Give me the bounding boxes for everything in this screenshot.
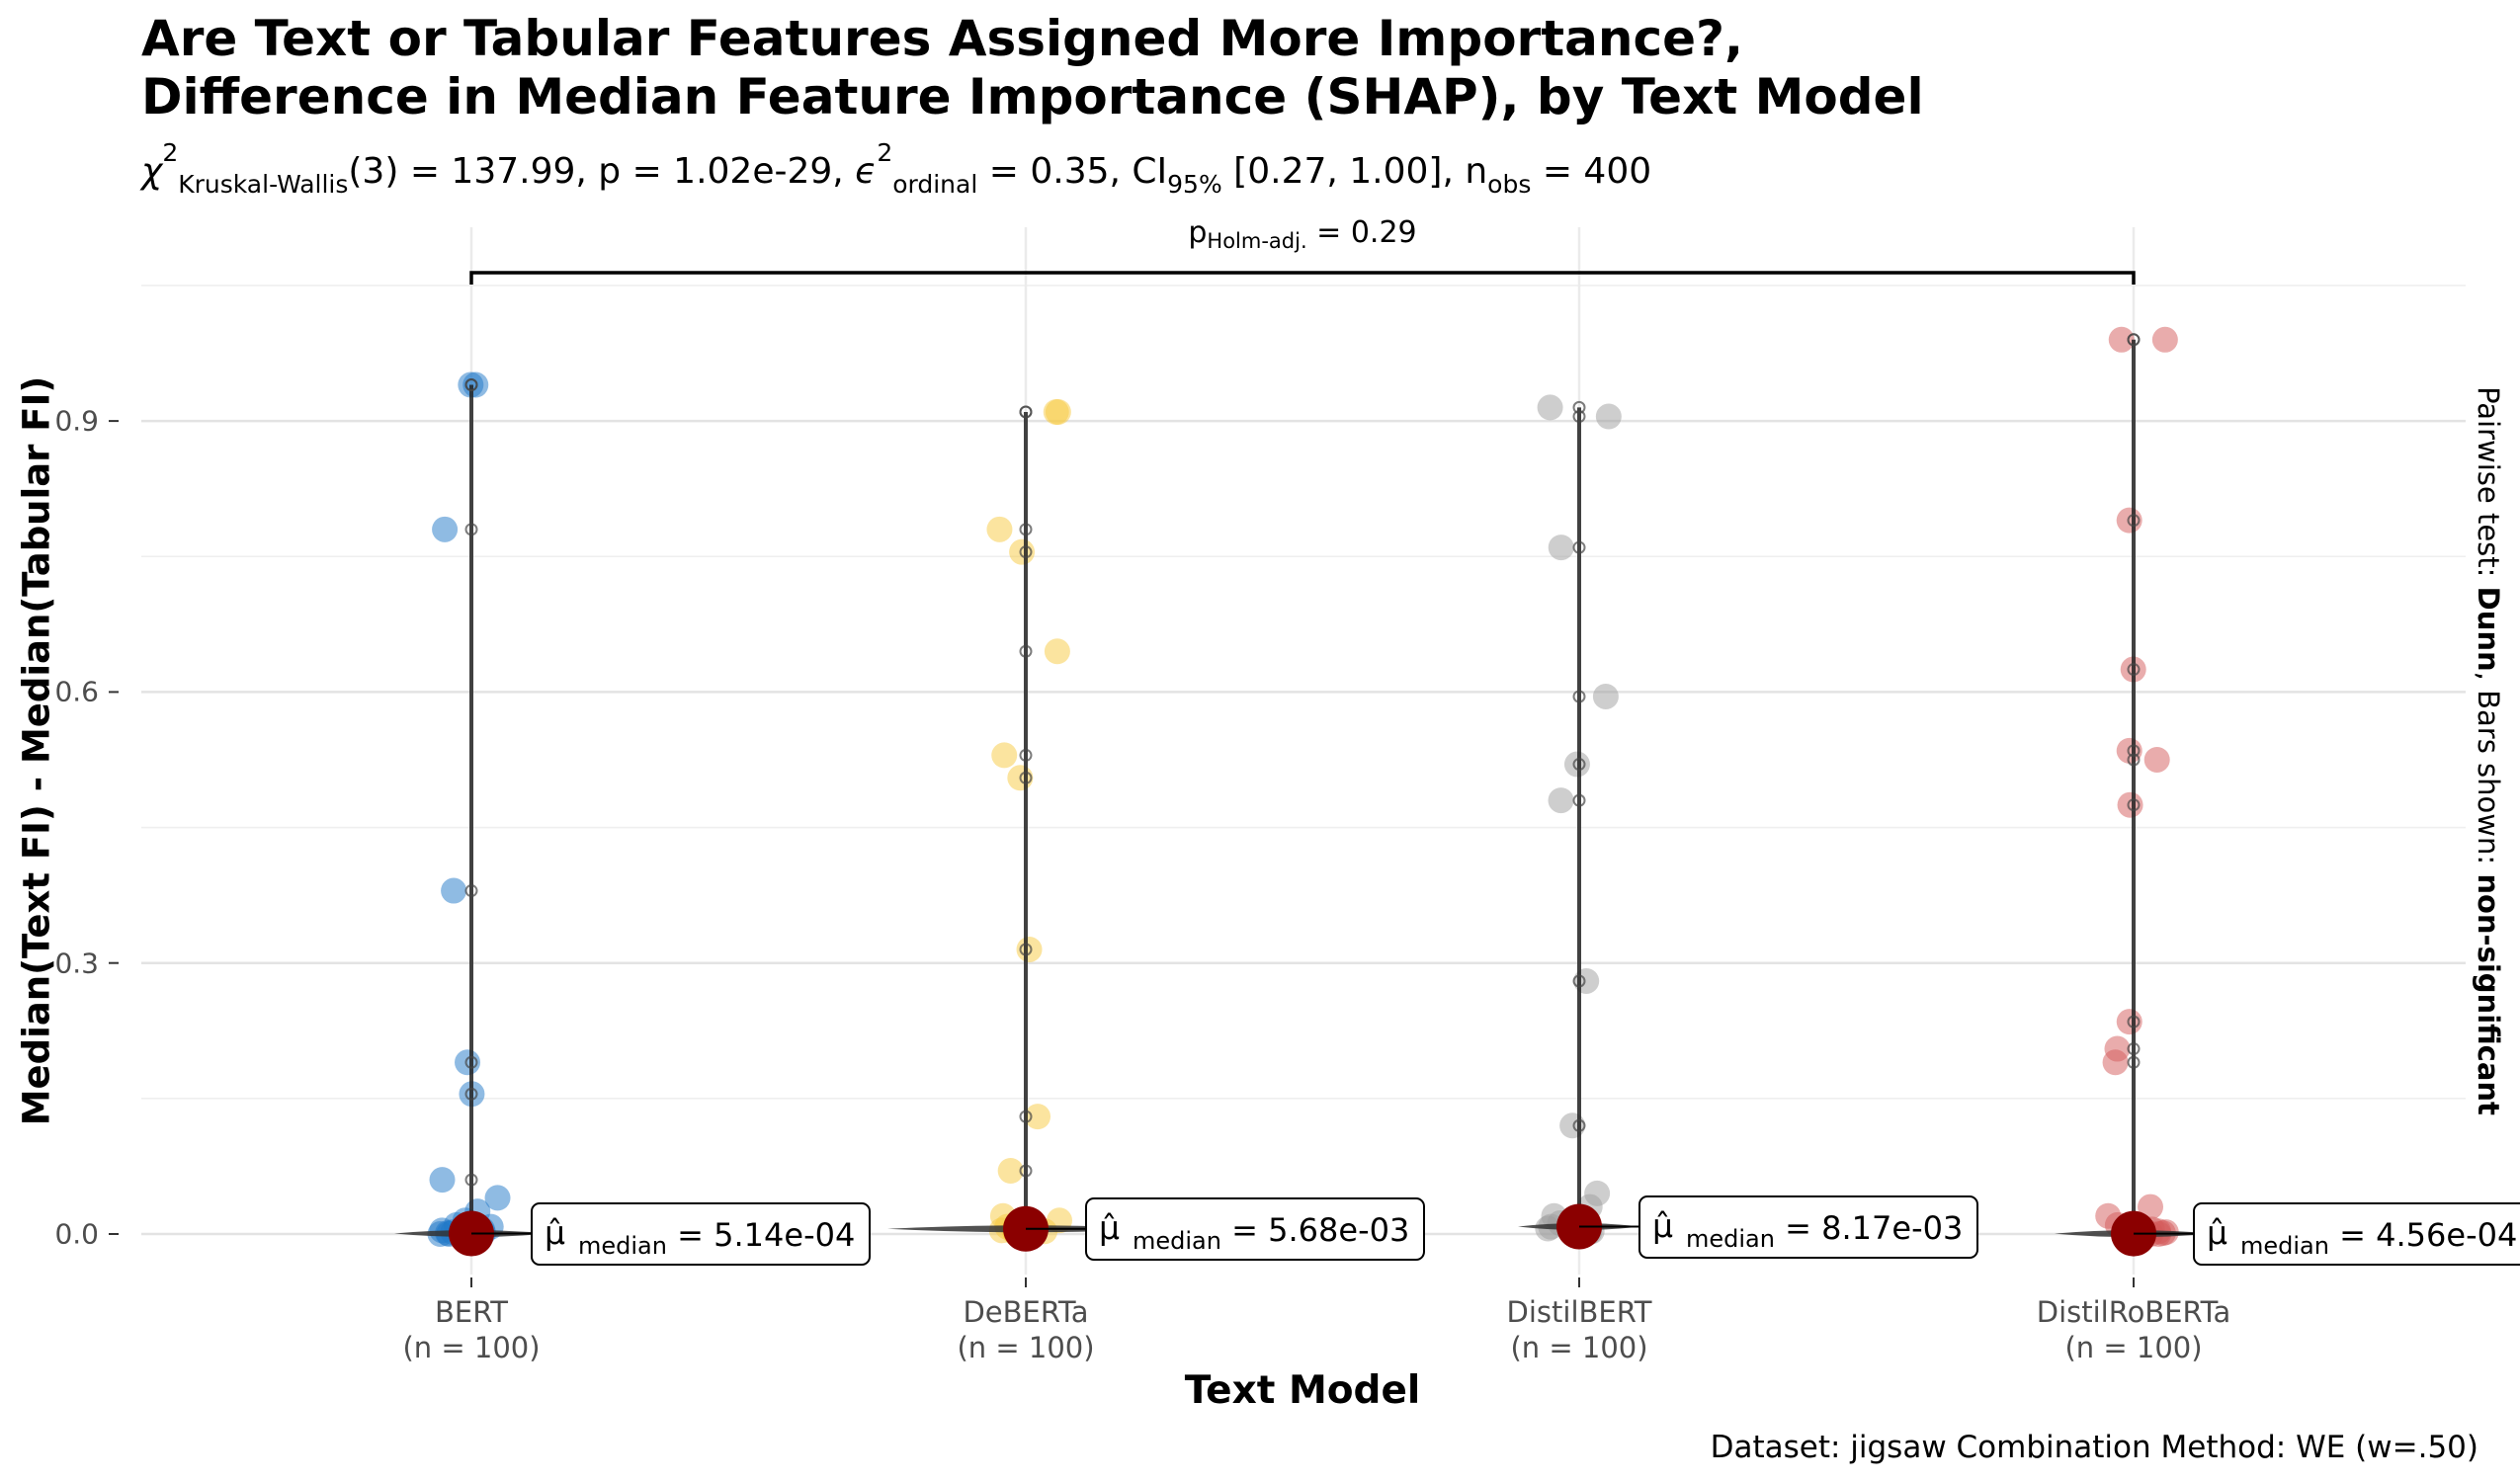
outlier-marker — [1572, 1118, 1586, 1132]
outlier-marker — [464, 378, 478, 392]
data-point — [432, 516, 459, 542]
outlier-marker — [1019, 523, 1033, 536]
outlier-marker — [1019, 644, 1033, 658]
y-tick-label: 0.3 — [54, 947, 99, 980]
median-label: μ̂ median = 8.17e-03 — [1638, 1194, 1979, 1259]
x-tick-label: DistilRoBERTa (n = 100) — [2036, 1295, 2231, 1364]
chart-subtitle: χ2Kruskal-Wallis(3) = 137.99, p = 1.02e-… — [141, 138, 1652, 199]
data-point — [986, 516, 1013, 542]
outlier-marker — [2127, 514, 2141, 528]
x-tick-label: DistilBERT (n = 100) — [1506, 1295, 1652, 1364]
outlier-marker — [1019, 771, 1033, 784]
data-point — [2102, 1049, 2129, 1076]
data-point — [991, 742, 1018, 769]
outlier-marker — [2127, 1015, 2141, 1029]
outlier-marker — [464, 1087, 478, 1101]
data-point — [1559, 1112, 1586, 1139]
outlier-marker — [1572, 410, 1586, 424]
outlier-marker — [1019, 1164, 1033, 1178]
outlier-marker — [2127, 1042, 2141, 1056]
data-point — [455, 1049, 481, 1076]
data-point — [441, 877, 467, 904]
outlier-marker — [1019, 1110, 1033, 1123]
data-point — [2116, 737, 2142, 764]
pairwise-test-label: Pairwise test: Dunn, Bars shown: non-sig… — [2472, 386, 2505, 1115]
data-point — [1025, 1104, 1051, 1130]
y-tick-label: 0.9 — [54, 404, 99, 438]
outlier-marker — [2127, 744, 2141, 758]
data-point — [484, 1185, 511, 1211]
data-point — [1548, 535, 1574, 561]
outlier-marker — [1572, 690, 1586, 703]
chart-title-line2: Difference in Median Feature Importance … — [141, 68, 1924, 125]
outlier-marker — [2127, 663, 2141, 677]
data-point — [997, 1157, 1024, 1184]
outlier-marker — [464, 884, 478, 898]
pairwise-bracket — [469, 271, 2136, 285]
outlier-marker — [2127, 333, 2141, 347]
outlier-marker — [1019, 405, 1033, 419]
outlier-marker — [1572, 793, 1586, 807]
outlier-marker — [2127, 798, 2141, 812]
outlier-marker — [1019, 943, 1033, 956]
data-point — [2143, 746, 2170, 773]
x-axis-label: Text Model — [1184, 1368, 1421, 1413]
chart-title-line1: Are Text or Tabular Features Assigned Mo… — [141, 10, 1743, 67]
outlier-marker — [1019, 545, 1033, 559]
outlier-marker — [464, 1173, 478, 1187]
data-point — [2151, 326, 2178, 353]
data-point — [1537, 394, 1563, 421]
chart-title: Are Text or Tabular Features Assigned Mo… — [141, 10, 1924, 126]
outlier-marker — [464, 1055, 478, 1069]
data-point — [1045, 398, 1071, 425]
chart-caption: Dataset: jigsaw Combination Method: WE (… — [1710, 1430, 2478, 1465]
data-point — [1563, 751, 1590, 778]
median-label: μ̂ median = 5.14e-04 — [531, 1201, 872, 1266]
data-point — [2117, 791, 2143, 818]
outlier-marker — [1572, 400, 1586, 414]
data-point — [2116, 507, 2142, 534]
outlier-marker — [1572, 974, 1586, 988]
outlier-marker — [1572, 758, 1586, 772]
median-label: μ̂ median = 4.56e-04 — [2193, 1201, 2520, 1266]
outlier-marker — [464, 523, 478, 536]
y-axis-label: Median(Text FI) - Median(Tabular FI) — [15, 375, 58, 1126]
data-point — [1595, 403, 1622, 430]
data-point — [1009, 538, 1036, 565]
pairwise-p-label: pHolm-adj. = 0.29 — [1188, 215, 1417, 253]
x-tick-label: DeBERTa (n = 100) — [957, 1295, 1095, 1364]
data-point — [462, 371, 489, 398]
data-point — [1592, 683, 1619, 709]
x-tick-label: BERT (n = 100) — [402, 1295, 541, 1364]
y-tick-label: 0.6 — [54, 675, 99, 708]
data-point — [429, 1167, 456, 1194]
data-point — [2138, 1194, 2164, 1220]
data-point — [1548, 787, 1574, 814]
data-point — [1044, 638, 1070, 665]
y-tick-label: 0.0 — [54, 1217, 99, 1251]
outlier-marker — [2127, 1055, 2141, 1069]
data-point — [1016, 936, 1043, 962]
median-label: μ̂ median = 5.68e-03 — [1085, 1196, 1426, 1261]
data-point — [2116, 1009, 2142, 1035]
outlier-marker — [1572, 540, 1586, 554]
data-point — [2108, 326, 2135, 353]
outlier-marker — [2127, 753, 2141, 767]
outlier-marker — [1019, 748, 1033, 762]
